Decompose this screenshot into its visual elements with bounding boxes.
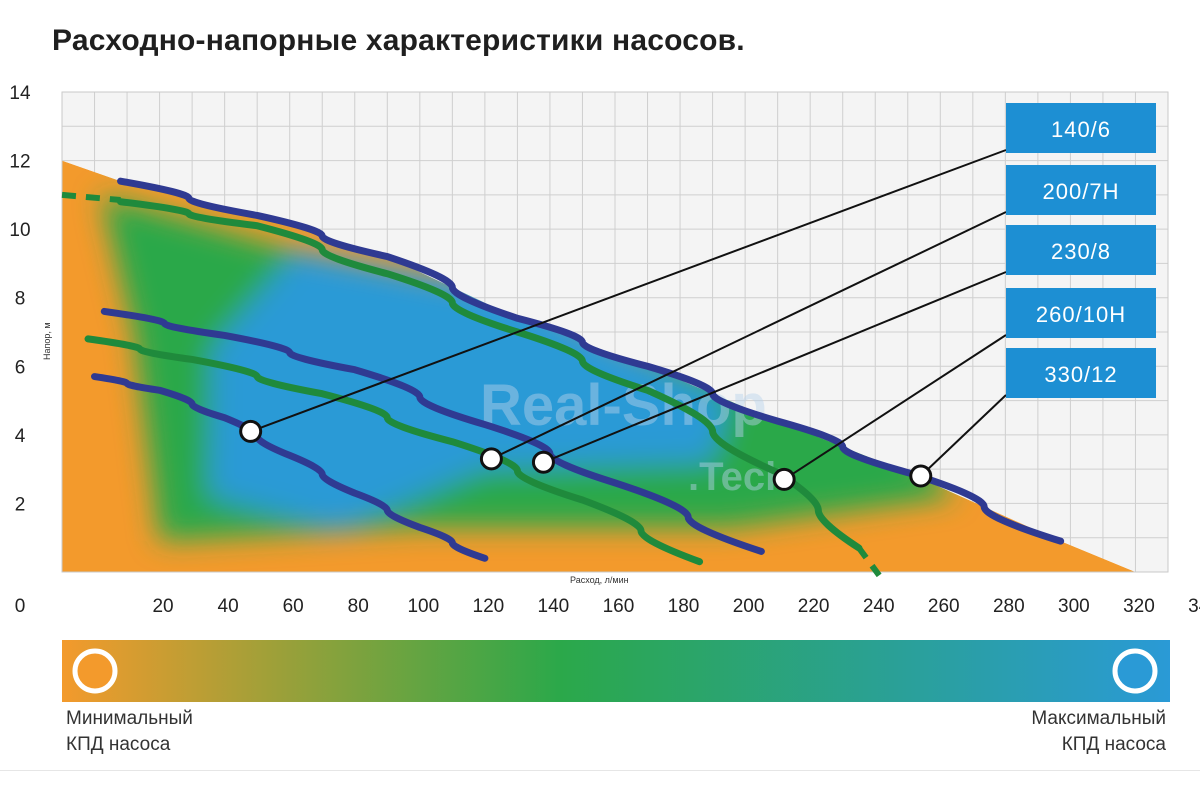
curve-260-10h-extension-right [856,546,885,581]
x-tick-label: 200 [733,596,765,617]
x-tick-label: 100 [407,596,439,617]
y-tick-label: 2 [15,494,26,515]
curve-marker [531,450,555,474]
legend-label: 200/7H [1043,179,1120,204]
x-tick-label: 220 [798,596,830,617]
y-tick-label: 4 [15,426,26,447]
blue-efficiency-zone [208,249,729,531]
min-efficiency-label-line2: КПД насоса [66,734,171,755]
x-tick-label: 140 [538,596,570,617]
curve-markers [239,419,933,491]
x-tick-label: 240 [863,596,895,617]
curve-200-7h [84,335,704,566]
x-tick-label: 280 [993,596,1025,617]
footer-divider [0,770,1200,771]
legend-box [1006,103,1156,153]
y-tick-label: 14 [9,83,31,104]
legend-label: 140/6 [1051,117,1111,142]
y-tick-label: 6 [15,357,26,378]
x-tick-label: 340 [1188,596,1200,617]
curve-marker [239,419,263,443]
min-efficiency-marker [72,648,118,694]
legend-label: 330/12 [1044,362,1117,387]
x-tick-label: 320 [1123,596,1155,617]
legend-box [1006,165,1156,215]
curve-330-12 [117,177,1065,545]
leader-line [920,394,1007,477]
y-axis-label: Напор, м [42,322,52,360]
x-tick-label: 160 [603,596,635,617]
legend-box [1006,348,1156,398]
legend-box [1006,225,1156,275]
curve-marker [772,467,796,491]
min-efficiency-label-line1: Минимальный [66,708,193,729]
pump-curves [61,177,1065,581]
x-tick-label: 260 [928,596,960,617]
efficiency-gradient-bar [62,640,1170,702]
y-tick-labels: 2 4 6 8 10 12 14 [9,83,31,515]
leader-line [490,211,1007,460]
max-efficiency-label-line1: Максимальный [1031,708,1166,729]
plot-frame [61,91,1169,573]
legend-item: 330/12 [1006,348,1156,398]
max-efficiency-marker [1112,648,1158,694]
curve-230-8 [100,307,765,555]
y-tick-label: 10 [9,220,30,241]
x-tick-labels: 0 20 40 60 80 100 120 140 160 180 200 220 240 260 280 3… [15,596,1200,617]
curve-marker [479,447,503,471]
curve-140-6 [91,373,489,562]
legend-item: 200/7H [1006,165,1156,215]
chart-title: Расходно-напорные характеристики насосов… [52,24,745,57]
max-efficiency-label-line2: КПД насоса [1061,734,1166,755]
legend-label: 230/8 [1051,239,1111,264]
x-tick-label: 60 [283,596,304,617]
x-axis-label: Расход, л/мин [570,575,629,585]
curve-marker [909,464,933,488]
x-tick-label: 0 [15,596,26,617]
leader-line [250,149,1007,433]
legend: 140/6 200/7H 230/8 260/10H 330/12 [1006,103,1156,398]
x-tick-label: 180 [668,596,700,617]
y-tick-label: 8 [15,289,26,310]
leader-line [783,334,1007,481]
x-tick-label: 300 [1058,596,1090,617]
legend-item: 260/10H [1006,288,1156,338]
y-tick-label: 12 [9,152,30,173]
legend-item: 230/8 [1006,225,1156,275]
efficiency-region [62,160,1136,573]
watermark-line2: .Tech [688,455,790,499]
efficiency-scale [62,640,1170,702]
x-tick-label: 120 [473,596,505,617]
min-efficiency-label: Минимальный КПД насоса [66,706,193,758]
leader-line [543,271,1007,464]
max-efficiency-label: Максимальный КПД насоса [1031,706,1166,758]
curve-260-10h-extension-left [61,191,121,203]
leader-lines [250,149,1007,481]
legend-box [1006,288,1156,338]
legend-label: 260/10H [1036,302,1126,327]
x-tick-label: 20 [152,596,173,617]
x-tick-label: 80 [348,596,369,617]
x-tick-label: 40 [218,596,239,617]
legend-item: 140/6 [1006,103,1156,153]
